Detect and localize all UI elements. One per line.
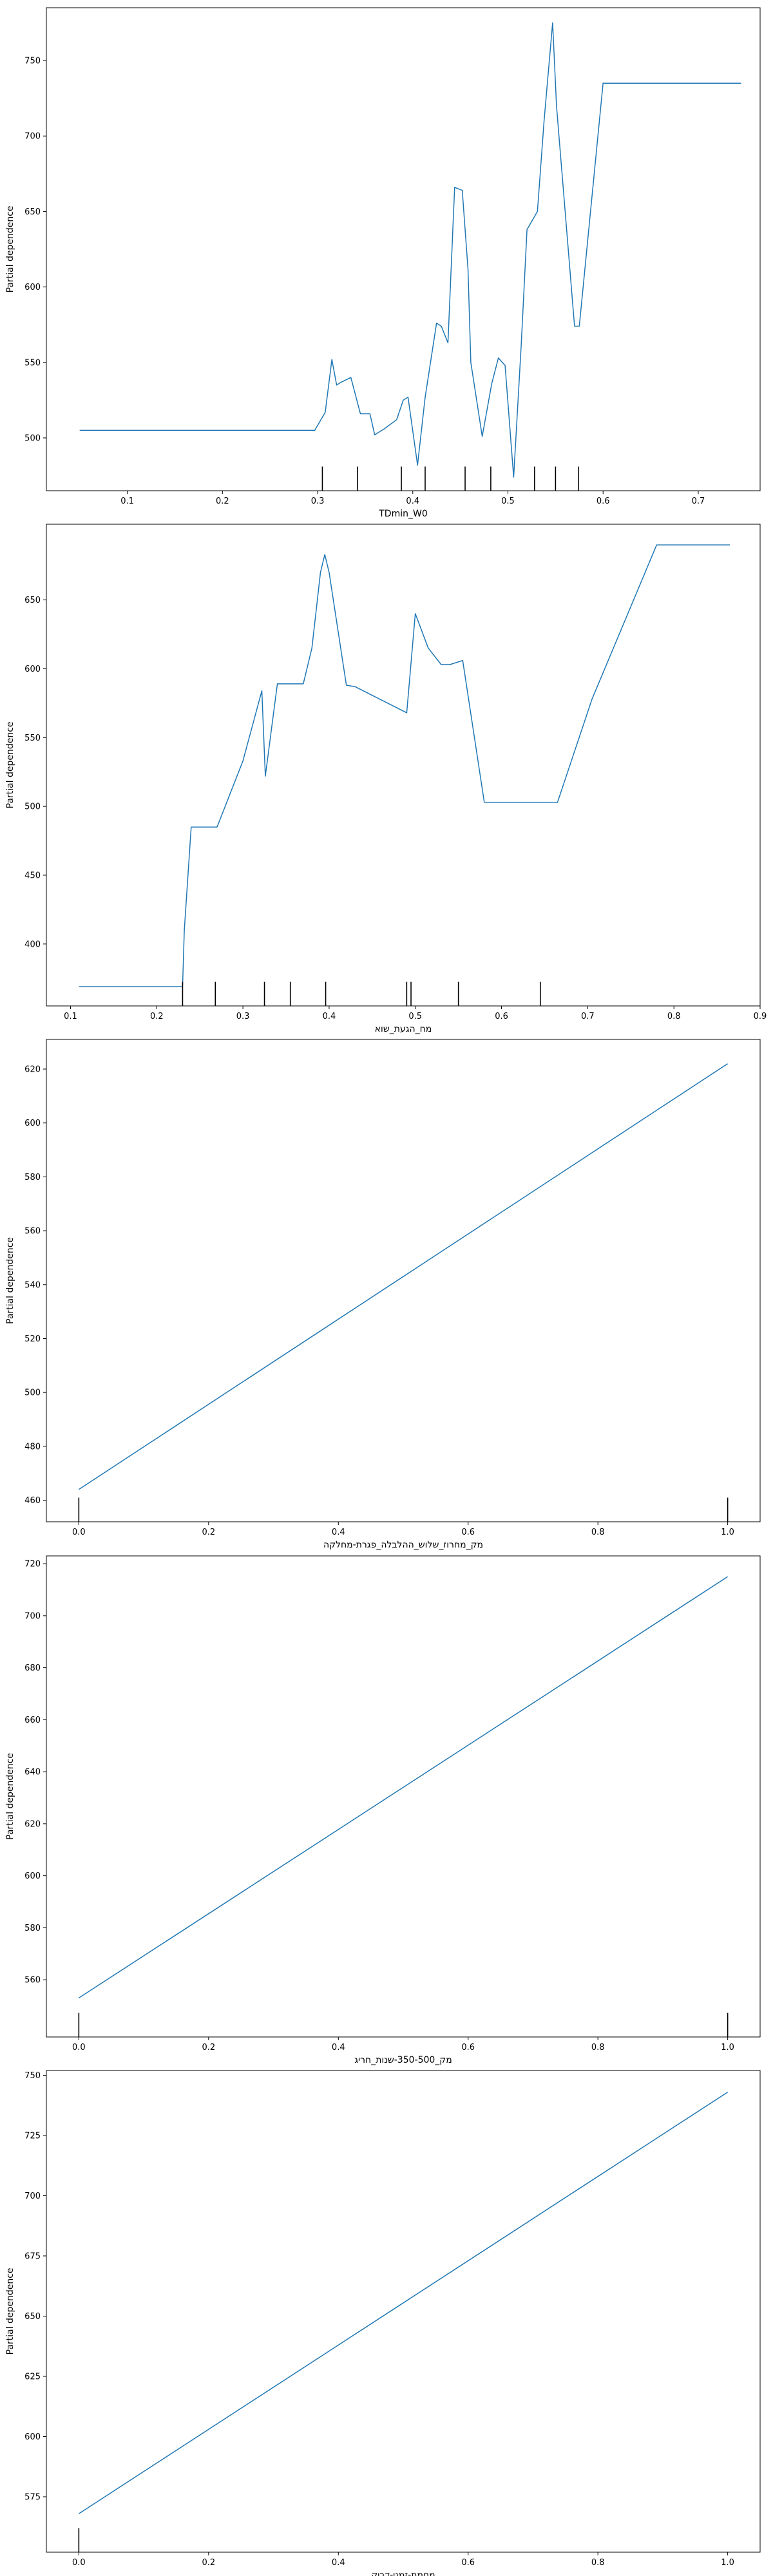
chart-panel-3: 0.0 0.2 0.4 0.6 0.8 1.0 460 480 500 520 540 560 580 6… — [5, 1039, 761, 1550]
x-tick-label: 0.8 — [591, 1528, 605, 1537]
pd-line — [79, 544, 730, 987]
x-tick-label: 0.0 — [72, 1528, 86, 1537]
y-tick-label: 560 — [24, 1227, 41, 1236]
x-tick-label: 0.5 — [501, 497, 515, 506]
y-tick-label: 500 — [24, 433, 41, 443]
y-axis-label: Partial dependence — [5, 721, 15, 808]
x-tick-label: 1.0 — [721, 2043, 734, 2052]
y-tick-label: 480 — [24, 1442, 41, 1452]
y-tick-label: 500 — [24, 1388, 41, 1398]
x-axis-label: מחמת-זמני-דביק — [371, 2570, 435, 2576]
x-tick-label: 0.6 — [461, 1528, 475, 1537]
y-tick-label: 400 — [24, 940, 41, 949]
y-tick-label: 560 — [24, 1976, 41, 1985]
y-tick-label: 640 — [24, 1768, 41, 1777]
x-tick-label: 0.4 — [332, 1528, 345, 1537]
x-axis-label: מק_מחרוז_שלוש_ההלבלה_פגרת-מחלקה — [323, 1540, 483, 1550]
pd-line — [78, 1576, 729, 1999]
x-tick-label: 0.4 — [323, 1012, 336, 1021]
y-axis-label: Partial dependence — [5, 2268, 15, 2354]
y-tick-label: 600 — [24, 283, 41, 292]
y-tick-label: 600 — [24, 665, 41, 674]
x-tick-label: 0.2 — [202, 1528, 215, 1537]
x-tick-label: 0.3 — [311, 497, 325, 506]
y-tick-label: 580 — [24, 1924, 41, 1933]
y-tick-label: 720 — [24, 1560, 41, 1569]
y-axis-label: Partial dependence — [5, 1237, 15, 1324]
y-tick-label: 650 — [24, 596, 41, 605]
y-tick-label: 680 — [24, 1663, 41, 1673]
x-tick-label: 0.0 — [72, 2043, 86, 2052]
pd-line — [78, 2092, 729, 2514]
x-tick-label: 0.8 — [591, 2043, 605, 2052]
y-tick-label: 580 — [24, 1173, 41, 1182]
x-tick-label: 0.7 — [692, 497, 705, 506]
y-tick-label: 600 — [24, 1119, 41, 1128]
x-tick-label: 0.2 — [202, 2558, 215, 2568]
y-tick-label: 450 — [24, 871, 41, 880]
chart-panel-5: 0.0 0.2 0.4 0.6 0.8 1.0 575 600 625 650 675 700 725 7… — [5, 2070, 761, 2576]
x-tick-label: 0.6 — [461, 2043, 475, 2052]
x-tick-label: 0.6 — [495, 1012, 508, 1021]
x-tick-label: 0.4 — [332, 2043, 345, 2052]
x-tick-label: 0.9 — [754, 1012, 767, 1021]
y-tick-label: 660 — [24, 1716, 41, 1725]
y-tick-label: 750 — [24, 2071, 41, 2081]
y-tick-label: 540 — [24, 1280, 41, 1290]
plot-frame — [46, 7, 761, 491]
pd-line — [78, 1063, 729, 1490]
y-tick-label: 725 — [24, 2131, 41, 2141]
x-axis-label: TDmin_W0 — [378, 509, 427, 519]
plot-frame — [46, 1555, 761, 2038]
x-tick-label: 0.4 — [406, 497, 419, 506]
x-tick-label: 0.3 — [236, 1012, 250, 1021]
x-tick-label: 0.4 — [332, 2558, 345, 2568]
plot-frame — [46, 2070, 761, 2553]
y-tick-label: 520 — [24, 1334, 41, 1344]
y-tick-label: 700 — [24, 2192, 41, 2201]
x-tick-label: 0.7 — [581, 1012, 595, 1021]
y-tick-label: 620 — [24, 1819, 41, 1829]
y-tick-label: 700 — [24, 132, 41, 142]
y-tick-label: 750 — [24, 57, 41, 66]
y-axis-label: Partial dependence — [5, 1753, 15, 1840]
chart-panel-1: 0.1 0.2 0.3 0.4 0.5 0.6 0.7 500 550 600 650 700 750 T… — [5, 7, 761, 519]
y-tick-label: 700 — [24, 1611, 41, 1621]
y-tick-label: 575 — [24, 2492, 41, 2502]
y-tick-label: 650 — [24, 2312, 41, 2322]
y-tick-label: 500 — [24, 802, 41, 812]
y-tick-label: 675 — [24, 2251, 41, 2261]
chart-panel-4: 0.0 0.2 0.4 0.6 0.8 1.0 560 580 600 620 640 660 680 7… — [5, 1555, 761, 2065]
x-tick-label: 0.2 — [216, 497, 229, 506]
plot-frame — [46, 1039, 761, 1522]
x-tick-label: 0.8 — [667, 1012, 681, 1021]
x-tick-label: 0.6 — [596, 497, 610, 506]
x-tick-label: 0.1 — [64, 1012, 77, 1021]
y-tick-label: 460 — [24, 1496, 41, 1506]
y-tick-label: 625 — [24, 2372, 41, 2382]
y-tick-label: 620 — [24, 1065, 41, 1075]
x-tick-label: 1.0 — [721, 1528, 734, 1537]
x-tick-label: 0.2 — [150, 1012, 164, 1021]
x-tick-label: 1.0 — [721, 2558, 734, 2568]
x-tick-label: 0.2 — [202, 2043, 215, 2052]
chart-panel-2: 0.1 0.2 0.3 0.4 0.5 0.6 0.7 0.8 0.9 400 450 500 550 6… — [5, 524, 767, 1034]
x-axis-label: מק_350-500-שנות_חריג — [354, 2055, 452, 2065]
x-tick-label: 0.8 — [591, 2558, 605, 2568]
y-tick-label: 600 — [24, 1871, 41, 1881]
y-tick-label: 650 — [24, 207, 41, 217]
pd-line — [79, 22, 741, 478]
plot-frame — [46, 524, 761, 1007]
y-tick-label: 550 — [24, 734, 41, 743]
y-tick-label: 550 — [24, 358, 41, 368]
y-axis-label: Partial dependence — [5, 205, 15, 292]
y-tick-label: 600 — [24, 2432, 41, 2442]
x-tick-label: 0.5 — [408, 1012, 422, 1021]
x-axis-label: מח_הגעת_שוא — [375, 1024, 432, 1034]
x-tick-label: 0.6 — [461, 2558, 475, 2568]
x-tick-label: 0.0 — [72, 2558, 86, 2568]
x-tick-label: 0.1 — [120, 497, 134, 506]
